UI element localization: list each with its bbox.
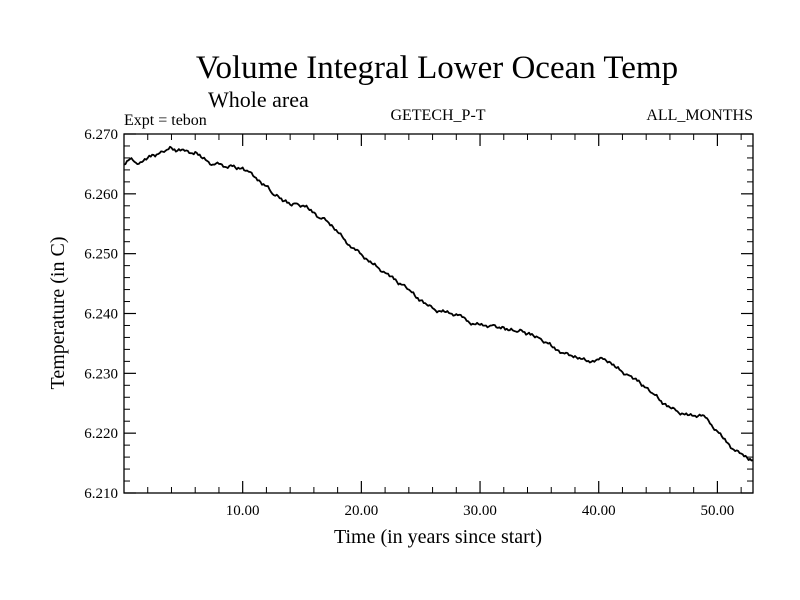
chart-title: Volume Integral Lower Ocean Temp — [196, 50, 678, 86]
y-tick-label: 6.210 — [84, 486, 118, 502]
y-tick-label: 6.270 — [84, 127, 118, 143]
center-label: GETECH_P-T — [390, 107, 485, 124]
series-group — [123, 145, 754, 462]
x-tick-label: 10.00 — [226, 503, 260, 519]
x-axis-label: Time (in years since start) — [334, 526, 542, 548]
x-tick-label: 30.00 — [463, 503, 497, 519]
x-axis-ticks: 10.00 20.00 30.00 40.00 50.00 — [147, 134, 742, 519]
x-tick-label: 20.00 — [344, 503, 378, 519]
series-line-temperature — [123, 145, 754, 462]
y-tick-label: 6.240 — [84, 307, 118, 323]
x-tick-label: 40.00 — [582, 503, 616, 519]
right-label: ALL_MONTHS — [646, 107, 753, 124]
y-tick-label: 6.260 — [84, 187, 118, 203]
plot-frame — [123, 133, 754, 494]
expt-label: Expt = tebon — [124, 112, 207, 129]
y-axis-ticks: 6.210 6.220 6.230 6.240 6.250 6.260 6.270 — [84, 127, 753, 502]
x-tick-label: 50.00 — [701, 503, 735, 519]
y-tick-label: 6.230 — [84, 366, 118, 382]
y-tick-label: 6.220 — [84, 426, 118, 442]
y-tick-label: 6.250 — [84, 247, 118, 263]
y-axis-label: Temperature (in C) — [47, 237, 69, 390]
chart-subtitle: Whole area — [208, 87, 309, 112]
